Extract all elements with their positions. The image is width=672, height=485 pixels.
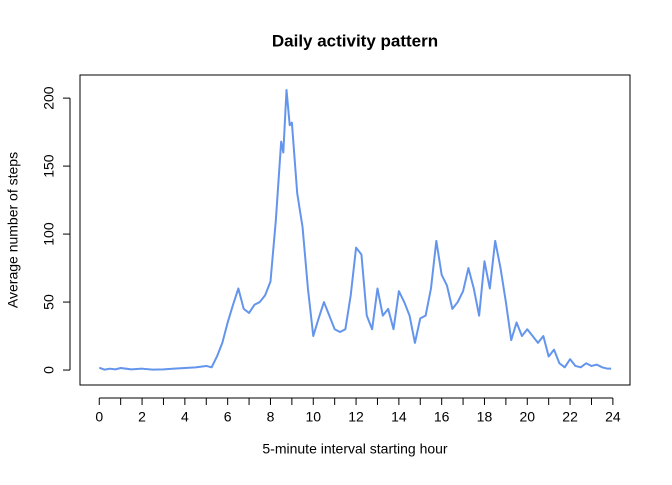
y-tick-label: 100 (41, 222, 57, 246)
x-tick-label: 14 (391, 409, 407, 425)
chart-title: Daily activity pattern (272, 31, 438, 50)
x-tick-label: 12 (348, 409, 364, 425)
x-tick-label: 4 (181, 409, 189, 425)
y-tick-label: 50 (41, 294, 57, 310)
plot-frame (79, 74, 631, 386)
x-tick-label: 10 (305, 409, 321, 425)
y-tick-label: 200 (41, 86, 57, 110)
x-tick-label: 20 (519, 409, 535, 425)
x-axis-label: 5-minute interval starting hour (262, 441, 448, 457)
y-tick-label: 0 (41, 366, 57, 374)
x-tick-label: 6 (224, 409, 232, 425)
line-series (98, 88, 612, 371)
x-tick-label: 2 (138, 409, 146, 425)
y-tick-label: 150 (41, 154, 57, 178)
x-tick-label: 24 (605, 409, 621, 425)
x-tick-label: 18 (477, 409, 493, 425)
x-tick-label: 0 (95, 409, 103, 425)
x-tick-label: 22 (562, 409, 578, 425)
x-tick-label: 8 (267, 409, 275, 425)
y-axis-label: Average number of steps (5, 152, 21, 308)
x-tick-label: 16 (434, 409, 450, 425)
